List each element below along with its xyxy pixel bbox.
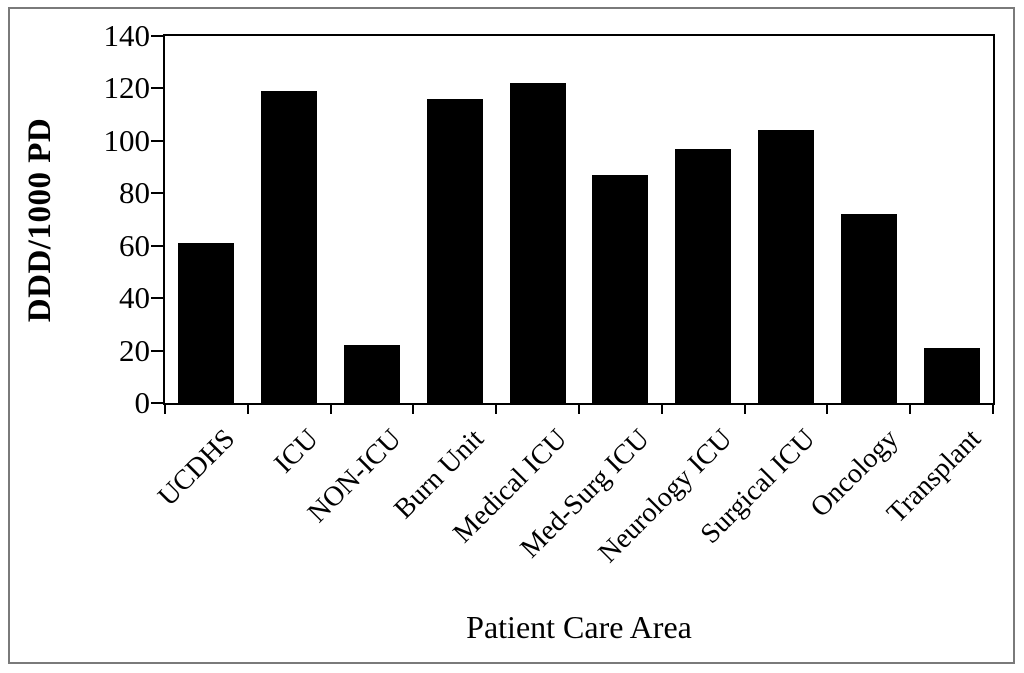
bar-med-surg-icu bbox=[592, 175, 648, 403]
y-tick-label: 20 bbox=[119, 333, 150, 368]
y-tick-mark bbox=[151, 140, 163, 142]
bar-oncology bbox=[841, 214, 897, 403]
bar-neurology-icu bbox=[675, 149, 731, 403]
y-tick-label: 60 bbox=[119, 228, 150, 263]
bar-non-icu bbox=[344, 345, 400, 403]
category-label-ucdhs: UCDHS bbox=[152, 423, 242, 513]
y-tick-mark bbox=[151, 192, 163, 194]
bar-icu bbox=[261, 91, 317, 403]
bar-burn-unit bbox=[427, 99, 483, 403]
x-tick-mark bbox=[909, 405, 911, 414]
plot-area bbox=[163, 34, 995, 405]
x-tick-mark bbox=[992, 405, 994, 414]
x-axis-title: Patient Care Area bbox=[466, 609, 692, 645]
y-tick-mark bbox=[151, 350, 163, 352]
y-tick-mark bbox=[151, 35, 163, 37]
x-tick-mark bbox=[164, 405, 166, 414]
bar-surgical-icu bbox=[758, 130, 814, 403]
y-tick-label: 120 bbox=[103, 70, 151, 105]
x-tick-mark bbox=[578, 405, 580, 414]
y-tick-label: 140 bbox=[103, 18, 151, 53]
y-tick-label: 0 bbox=[134, 385, 151, 420]
y-tick-label: 100 bbox=[103, 123, 151, 158]
y-tick-mark bbox=[151, 245, 163, 247]
y-tick-mark bbox=[151, 402, 163, 404]
y-tick-label: 80 bbox=[119, 175, 150, 210]
x-tick-mark bbox=[744, 405, 746, 414]
bar-transplant bbox=[924, 348, 980, 403]
bar-medical-icu bbox=[510, 83, 566, 403]
y-tick-label: 40 bbox=[119, 280, 150, 315]
bar-ucdhs bbox=[178, 243, 234, 403]
y-tick-mark bbox=[151, 297, 163, 299]
x-tick-mark bbox=[247, 405, 249, 414]
x-tick-mark bbox=[412, 405, 414, 414]
x-tick-mark bbox=[826, 405, 828, 414]
x-tick-mark bbox=[495, 405, 497, 414]
x-tick-mark bbox=[330, 405, 332, 414]
x-tick-mark bbox=[661, 405, 663, 414]
category-label-icu: ICU bbox=[268, 423, 325, 480]
y-tick-mark bbox=[151, 87, 163, 89]
